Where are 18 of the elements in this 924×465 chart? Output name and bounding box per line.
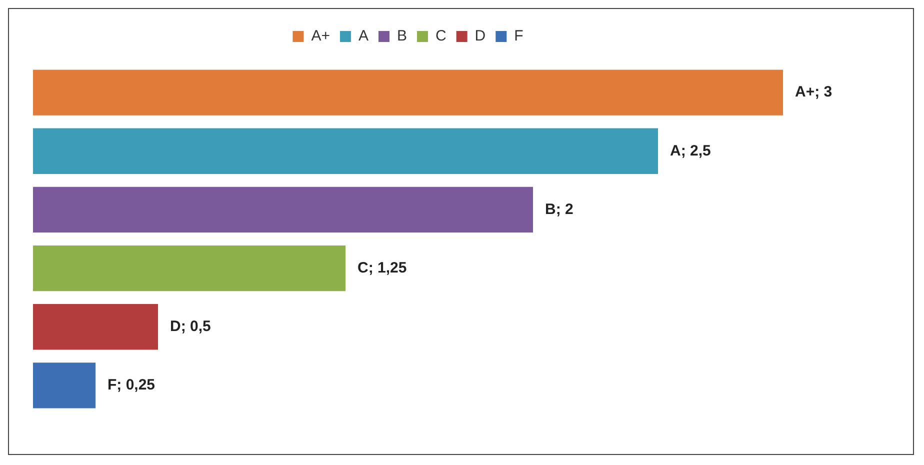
- bar: [33, 186, 533, 233]
- bar: [33, 362, 96, 408]
- data-label: F; 0,25: [108, 376, 156, 394]
- bar: [33, 304, 158, 350]
- data-label: B; 2: [545, 200, 574, 218]
- bar: [33, 128, 658, 174]
- data-label: D; 0,5: [170, 318, 211, 336]
- legend-label: D: [474, 28, 486, 45]
- legend-label: B: [396, 28, 407, 45]
- bar: [33, 70, 783, 116]
- data-label: A; 2,5: [670, 142, 711, 160]
- bar: [33, 245, 346, 292]
- legend-label: F: [514, 28, 524, 45]
- legend-label: A+: [311, 28, 330, 45]
- data-label: C; 1,25: [358, 259, 407, 276]
- legend-label: A: [358, 28, 368, 45]
- data-label: A+; 3: [795, 84, 832, 101]
- legend-label: C: [435, 28, 446, 45]
